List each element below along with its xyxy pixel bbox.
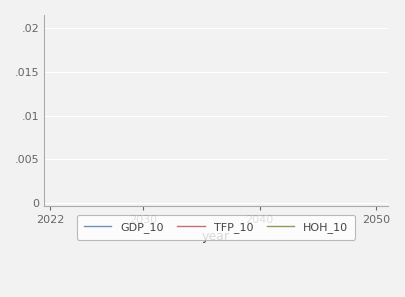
Line: GDP_10: GDP_10 xyxy=(50,276,375,297)
GDP_10 xyxy=(373,274,377,277)
GDP_10 xyxy=(224,285,228,288)
GDP_10 xyxy=(202,287,207,290)
HOH_10 xyxy=(314,236,319,239)
Legend: GDP_10, TFP_10, HOH_10: GDP_10, TFP_10, HOH_10 xyxy=(77,215,354,239)
GDP_10 xyxy=(204,287,209,290)
HOH_10 xyxy=(241,238,246,242)
GDP_10 xyxy=(241,283,246,287)
HOH_10 xyxy=(365,234,370,238)
GDP_10 xyxy=(365,274,370,278)
HOH_10 xyxy=(204,240,209,244)
GDP_10 xyxy=(314,277,319,281)
HOH_10 xyxy=(48,265,53,268)
HOH_10 xyxy=(202,240,207,244)
HOH_10 xyxy=(373,234,377,238)
Line: HOH_10: HOH_10 xyxy=(50,236,375,267)
X-axis label: year: year xyxy=(202,230,230,243)
HOH_10 xyxy=(224,239,228,243)
